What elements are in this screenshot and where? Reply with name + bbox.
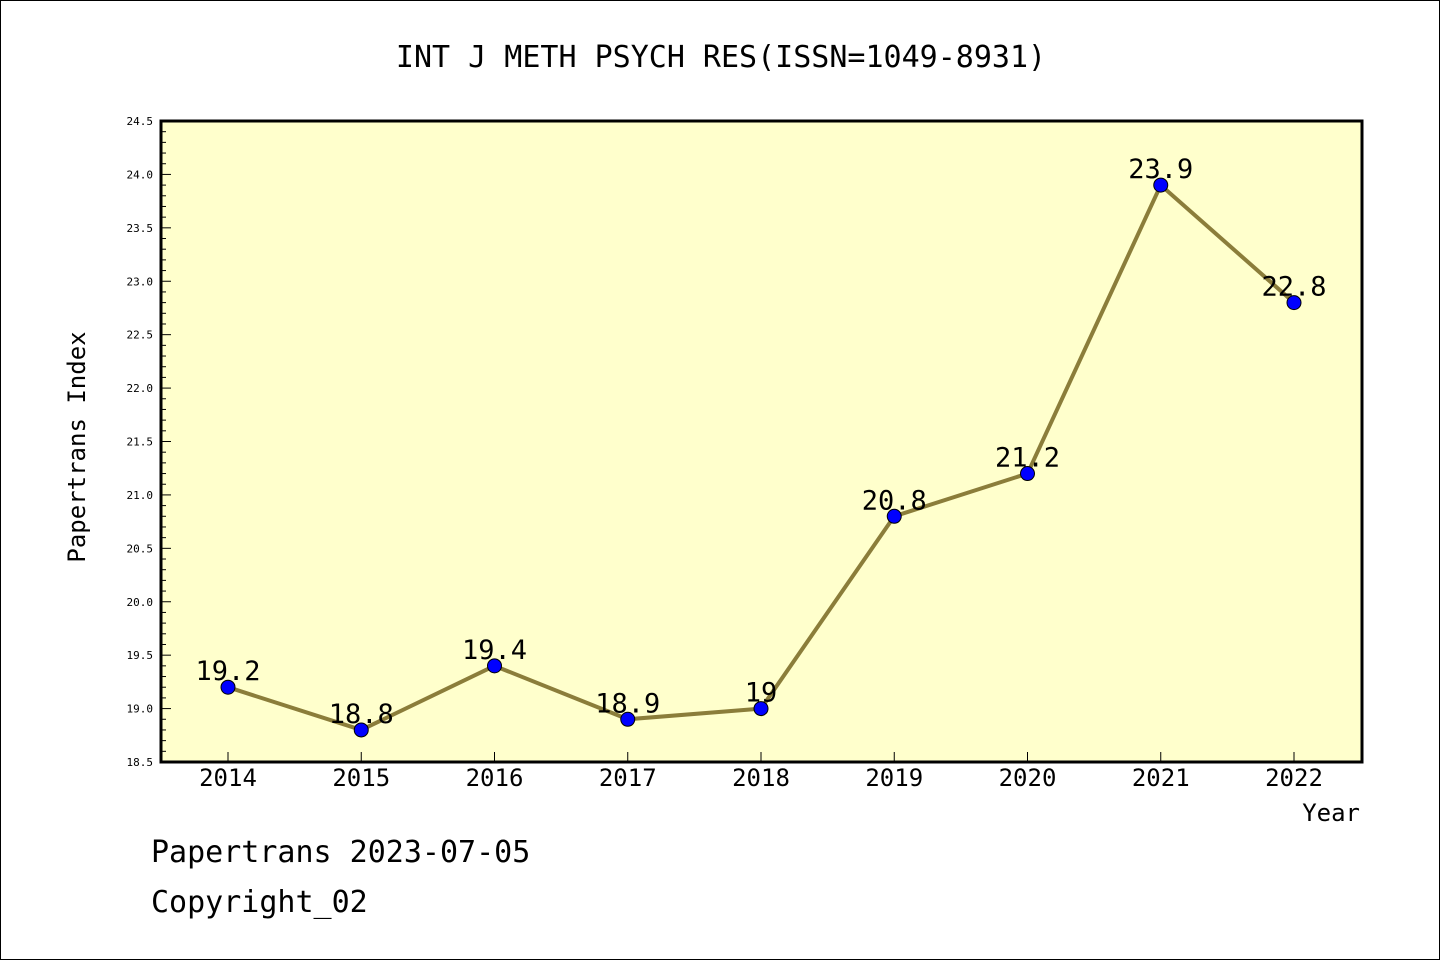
chart-title: INT J METH PSYCH RES(ISSN=1049-8931): [396, 40, 1046, 75]
data-label: 23.9: [1128, 154, 1193, 185]
x-tick-label: 2019: [865, 764, 923, 792]
plot-area: [159, 119, 1364, 764]
data-label: 19.2: [195, 656, 260, 687]
data-point-marker: [1153, 177, 1169, 193]
y-tick-label: 19.0: [127, 703, 154, 716]
y-tick-label: 22.5: [127, 329, 154, 342]
data-label: 18.9: [595, 688, 660, 719]
y-tick-label: 24.5: [127, 115, 154, 128]
y-axis-label: Papertrans Index: [63, 331, 91, 562]
y-tick-label: 19.5: [127, 649, 154, 662]
data-point-marker: [620, 711, 636, 727]
y-tick-label: 20.5: [127, 542, 154, 555]
data-label: 19: [745, 678, 778, 709]
x-tick-label: 2022: [1265, 764, 1323, 792]
footer-date-text: Papertrans 2023-07-05: [151, 835, 531, 870]
data-point-marker: [487, 658, 502, 674]
footer-copyright-text: Copyright_02: [151, 885, 368, 920]
data-point-marker: [1286, 295, 1302, 311]
x-axis: 2014 2015 2016 2017 2018 2019 2020 2021 2022: [199, 752, 1323, 792]
data-label: 19.4: [462, 635, 527, 666]
y-tick-label: 18.5: [127, 756, 154, 769]
x-tick-label: 2017: [599, 764, 657, 792]
data-point-marker: [353, 722, 369, 738]
x-tick-label: 2018: [732, 764, 790, 792]
data-point-marker: [220, 679, 236, 695]
x-tick-label: 2021: [1132, 764, 1190, 792]
x-tick-label: 2016: [466, 764, 524, 792]
data-point-marker: [753, 701, 769, 717]
data-point-marker: [1020, 466, 1035, 482]
data-label: 18.8: [329, 699, 394, 730]
data-point-marker: [886, 508, 902, 524]
y-axis: 18.5 19.0 19.5 20.0 20.5 21.0 21.5 22.0 22.5 23.0…: [127, 115, 171, 769]
y-tick-label: 21.0: [127, 489, 154, 502]
data-label: 21.2: [995, 443, 1060, 474]
y-tick-label: 23.0: [127, 275, 154, 288]
y-tick-label: 24.0: [127, 168, 154, 181]
y-tick-label: 21.5: [127, 436, 154, 449]
data-label: 22.8: [1261, 272, 1326, 303]
data-series: 19.2 18.8 19.4 18.9 19 20.8 21.2 23.9 22.8: [195, 154, 1327, 738]
x-tick-label: 2015: [332, 764, 390, 792]
y-tick-label: 23.5: [127, 222, 154, 235]
x-axis-label: Year: [1302, 799, 1360, 827]
y-tick-label: 20.0: [127, 596, 154, 609]
x-tick-label: 2014: [199, 764, 257, 792]
data-label: 20.8: [862, 485, 927, 516]
x-tick-label: 2020: [999, 764, 1057, 792]
y-tick-label: 22.0: [127, 382, 154, 395]
